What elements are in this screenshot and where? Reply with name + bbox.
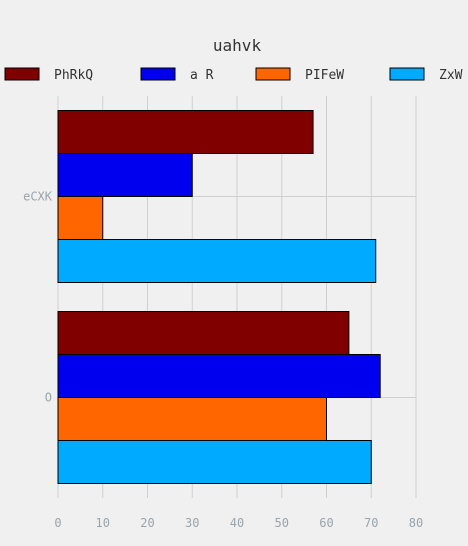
legend-label: PIFeW xyxy=(305,68,344,83)
x-tick-labels: 0 10 20 30 40 50 60 70 80 xyxy=(54,516,423,530)
legend-swatch xyxy=(140,67,176,81)
legend-swatch xyxy=(255,67,291,81)
chart-title: uahvk xyxy=(213,36,262,55)
x-tick-label: 10 xyxy=(96,516,110,530)
legend-swatch xyxy=(4,67,40,81)
x-tick-label: 80 xyxy=(409,516,423,530)
legend-swatch xyxy=(389,67,425,81)
bars xyxy=(57,110,381,484)
legend: PhRkQ a R PIFeW ZxW xyxy=(4,67,463,83)
x-tick-label: 30 xyxy=(185,516,199,530)
bar xyxy=(57,397,327,441)
bar xyxy=(57,110,314,154)
category-labels: eCXK O xyxy=(23,190,53,405)
x-tick-label: 0 xyxy=(54,516,61,530)
x-tick-label: 70 xyxy=(364,516,378,530)
bar xyxy=(57,196,104,240)
category-label: eCXK xyxy=(23,190,53,204)
x-tick-label: 50 xyxy=(275,516,289,530)
category-label: O xyxy=(45,391,52,405)
x-tick-label: 60 xyxy=(319,516,333,530)
x-tick-label: 40 xyxy=(230,516,244,530)
legend-label: ZxW xyxy=(439,68,463,83)
bar xyxy=(57,153,193,197)
bar xyxy=(57,311,350,355)
bar xyxy=(57,354,381,398)
bar xyxy=(57,239,377,283)
legend-label: a R xyxy=(190,68,214,83)
x-tick-label: 20 xyxy=(140,516,154,530)
legend-label: PhRkQ xyxy=(54,68,93,83)
bar xyxy=(57,440,372,484)
